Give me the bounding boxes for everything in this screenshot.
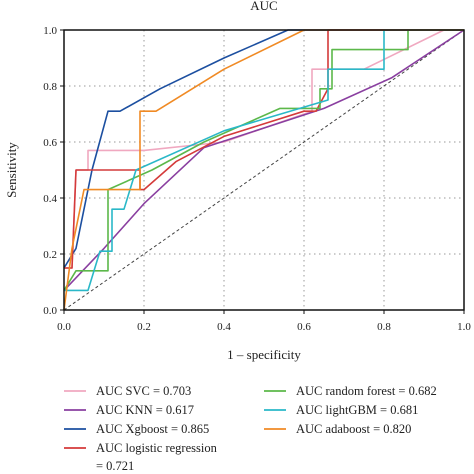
x-tick-label: 1.0 (457, 321, 471, 333)
legend-entry-label: AUC logistic regression = 0.721 (96, 441, 218, 473)
plot-frame (63, 29, 465, 311)
x-axis-title: 1 – specificity (227, 347, 301, 362)
legend-entry-label: AUC lightGBM = 0.681 (296, 403, 418, 417)
roc-curve (64, 29, 464, 292)
y-tick-label: 0.8 (43, 81, 57, 93)
roc-curve (64, 29, 464, 269)
y-tick-label: 1.0 (43, 25, 57, 37)
legend-entry-label: AUC adaboost = 0.820 (296, 422, 411, 436)
legend-entry-label: AUC Xgboost = 0.865 (96, 422, 209, 436)
y-tick-label: 0.0 (43, 305, 57, 317)
roc-curve (63, 29, 465, 291)
y-axis-title: Sensitivity (4, 142, 19, 198)
legend-entry-label: AUC KNN = 0.617 (96, 403, 194, 417)
x-tick-label: 0.2 (137, 321, 151, 333)
roc-curve (63, 29, 464, 269)
legend-entry-label: AUC random forest = 0.682 (296, 384, 437, 398)
x-tick-label: 0.4 (217, 321, 231, 333)
x-ticks: 0.0 0.2 0.4 0.6 0.8 1.0 (57, 310, 471, 333)
x-tick-label: 0.0 (57, 321, 71, 333)
y-tick-label: 0.2 (43, 249, 57, 261)
roc-curves (63, 29, 465, 311)
roc-curve (63, 29, 464, 311)
chance-diagonal-line (63, 29, 465, 311)
legend: AUC SVC = 0.703 AUC KNN = 0.617 AUC Xgboos… (64, 384, 437, 473)
x-tick-label: 0.6 (297, 321, 311, 333)
y-tick-label: 0.4 (43, 193, 57, 205)
roc-curve (64, 29, 464, 269)
y-ticks: 0.0 0.2 0.4 0.6 0.8 1.0 (43, 25, 64, 317)
y-tick-label: 0.6 (43, 137, 57, 149)
legend-entry-label: AUC SVC = 0.703 (96, 384, 191, 398)
chart-title: AUC (250, 0, 277, 13)
x-tick-label: 0.8 (377, 321, 391, 333)
